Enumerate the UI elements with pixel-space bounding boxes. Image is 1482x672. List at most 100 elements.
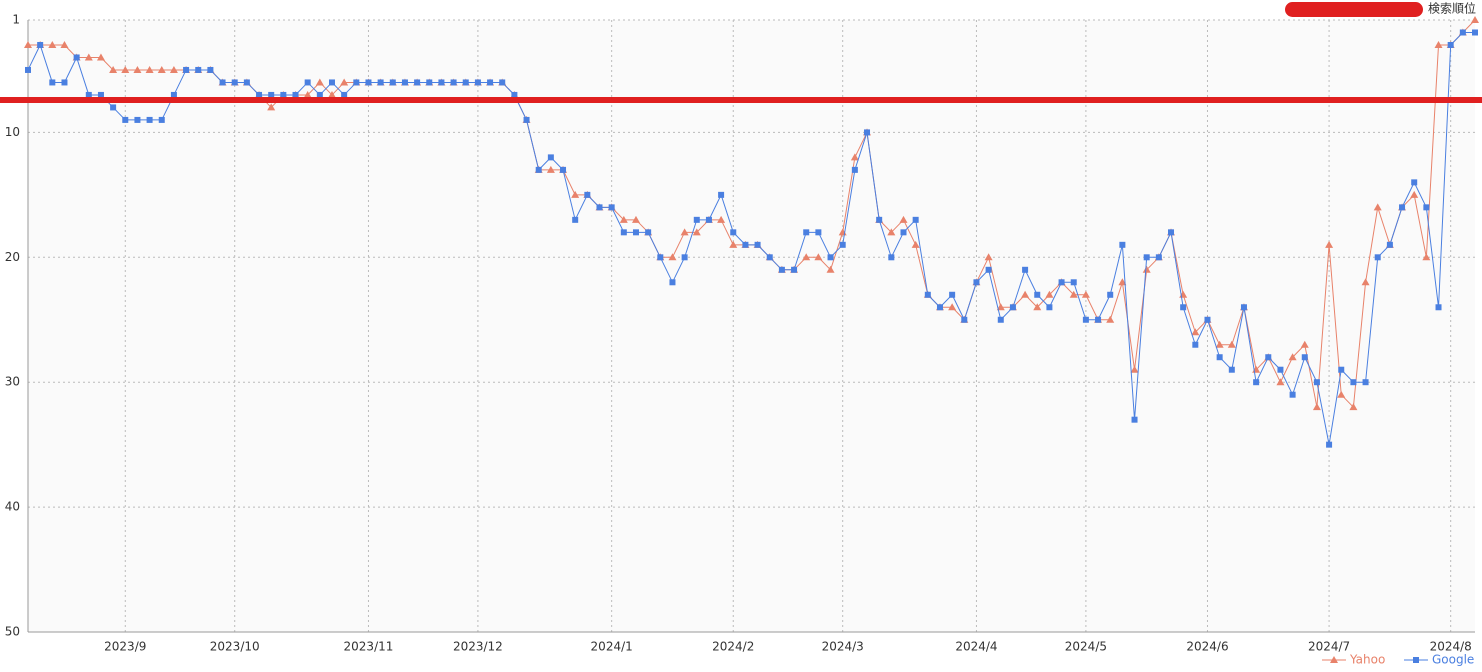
marker <box>742 241 749 248</box>
y-tick-label: 10 <box>5 125 20 139</box>
marker <box>145 65 154 73</box>
marker <box>936 304 943 311</box>
marker <box>1058 279 1065 286</box>
marker <box>122 116 129 123</box>
marker <box>961 316 968 323</box>
marker <box>243 79 250 86</box>
marker <box>949 291 956 298</box>
marker <box>1434 40 1443 48</box>
x-tick-label: 2024/4 <box>955 640 997 654</box>
marker <box>668 253 677 261</box>
marker <box>1155 254 1162 261</box>
marker <box>1021 290 1030 298</box>
marker <box>1106 315 1115 323</box>
marker <box>389 79 396 86</box>
x-tick-label: 2024/2 <box>712 640 754 654</box>
marker <box>1459 29 1466 36</box>
marker <box>1045 290 1054 298</box>
x-tick-label: 2024/7 <box>1308 640 1350 654</box>
x-tick-label: 2024/6 <box>1186 640 1228 654</box>
marker <box>1228 366 1235 373</box>
marker <box>170 91 177 98</box>
marker <box>1313 379 1320 386</box>
marker <box>717 215 726 223</box>
marker <box>523 116 530 123</box>
marker <box>157 65 166 73</box>
legend-label: Google <box>1432 653 1474 667</box>
marker <box>231 79 238 86</box>
marker <box>85 91 92 98</box>
marker <box>268 91 275 98</box>
marker <box>219 79 226 86</box>
marker <box>133 65 142 73</box>
marker <box>1033 303 1042 311</box>
marker <box>730 229 737 236</box>
marker <box>1216 354 1223 361</box>
marker <box>657 254 664 261</box>
marker <box>1350 379 1357 386</box>
marker <box>560 166 567 173</box>
marker <box>84 53 93 61</box>
marker <box>1276 378 1285 386</box>
marker <box>1374 254 1381 261</box>
marker <box>681 254 688 261</box>
marker <box>1277 366 1284 373</box>
marker <box>1180 304 1187 311</box>
marker <box>61 79 68 86</box>
marker <box>1312 403 1321 411</box>
y-tick-label: 50 <box>5 625 20 639</box>
marker <box>1301 354 1308 361</box>
marker <box>631 215 640 223</box>
marker <box>1349 403 1358 411</box>
marker <box>1034 291 1041 298</box>
marker <box>973 279 980 286</box>
x-tick-label: 2024/1 <box>591 640 633 654</box>
marker <box>134 116 141 123</box>
marker <box>1373 203 1382 211</box>
marker <box>705 216 712 223</box>
marker <box>60 40 69 48</box>
marker <box>1022 266 1029 273</box>
marker <box>791 266 798 273</box>
marker <box>1289 391 1296 398</box>
marker <box>316 91 323 98</box>
marker <box>839 241 846 248</box>
marker <box>207 66 214 73</box>
y-tick-label: 40 <box>5 500 20 514</box>
marker <box>304 79 311 86</box>
marker <box>1107 291 1114 298</box>
marker <box>96 53 105 61</box>
chart-title: 検索順位 <box>1428 1 1476 16</box>
marker <box>1361 278 1370 286</box>
marker <box>1082 316 1089 323</box>
marker <box>158 116 165 123</box>
marker <box>511 91 518 98</box>
x-tick-label: 2023/9 <box>104 640 146 654</box>
marker <box>1240 304 1247 311</box>
marker <box>1070 279 1077 286</box>
marker <box>292 91 299 98</box>
marker <box>864 129 871 136</box>
marker <box>1337 390 1346 398</box>
marker <box>73 54 80 61</box>
marker <box>48 40 57 48</box>
marker <box>608 204 615 211</box>
x-tick-label: 2023/12 <box>453 640 503 654</box>
marker <box>183 66 190 73</box>
marker <box>37 41 44 48</box>
marker <box>827 254 834 261</box>
marker <box>1326 441 1333 448</box>
marker <box>778 266 785 273</box>
marker <box>888 254 895 261</box>
marker <box>1288 353 1297 361</box>
marker <box>1168 229 1175 236</box>
x-tick-label: 2023/11 <box>344 640 394 654</box>
marker <box>499 79 506 86</box>
marker <box>1399 204 1406 211</box>
marker <box>996 303 1005 311</box>
marker <box>1471 16 1479 23</box>
marker <box>1227 340 1236 348</box>
marker <box>948 303 957 311</box>
marker <box>718 191 725 198</box>
